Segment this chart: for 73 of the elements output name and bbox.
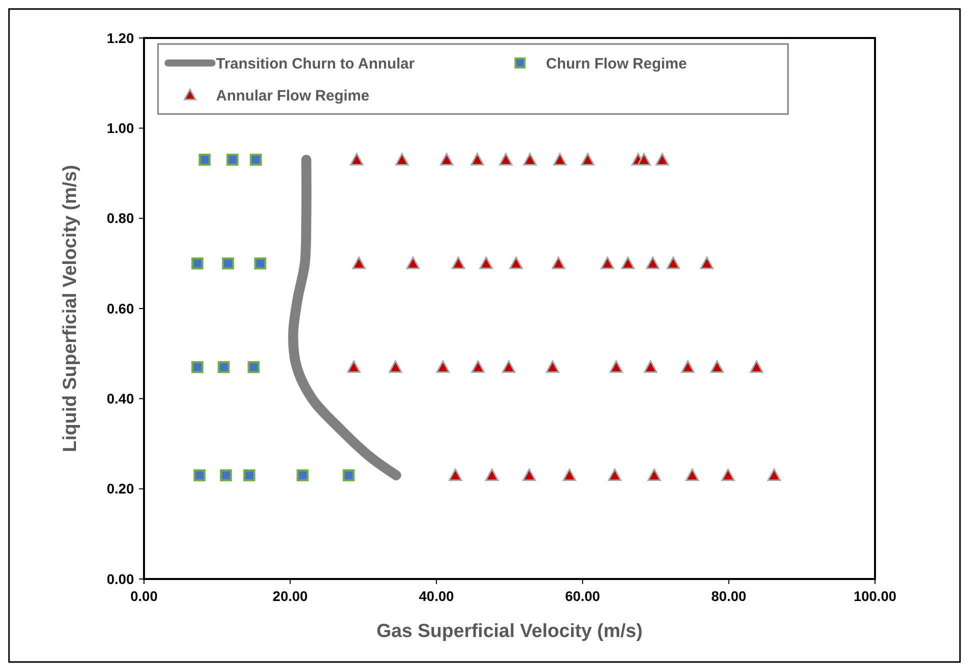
point bbox=[767, 468, 781, 482]
point bbox=[502, 360, 516, 373]
point bbox=[509, 256, 523, 270]
x-tick-label: 40.00 bbox=[418, 588, 454, 604]
point bbox=[644, 360, 658, 373]
point bbox=[440, 152, 454, 166]
point bbox=[552, 256, 566, 270]
point bbox=[471, 360, 485, 373]
point bbox=[666, 256, 680, 270]
point bbox=[222, 257, 234, 270]
point bbox=[350, 152, 364, 166]
point bbox=[194, 469, 206, 482]
x-axis-title: Gas Superficial Velocity (m/s) bbox=[376, 621, 643, 642]
point bbox=[296, 469, 309, 482]
point bbox=[522, 468, 536, 482]
point bbox=[686, 468, 699, 482]
legend-label: Transition Churn to Annular bbox=[216, 55, 415, 72]
x-tick-label: 100.00 bbox=[854, 588, 897, 604]
x-tick-label: 60.00 bbox=[565, 588, 600, 604]
point bbox=[436, 360, 450, 373]
y-tick-label: 1.00 bbox=[106, 120, 134, 136]
y-tick-label: 0.20 bbox=[106, 480, 134, 497]
y-tick-label: 1.20 bbox=[106, 30, 134, 46]
x-tick-label: 80.00 bbox=[711, 588, 747, 604]
y-axis-title: Liquid Superficial Velocity (m/s) bbox=[60, 164, 81, 452]
point bbox=[347, 360, 361, 373]
legend-label: Annular Flow Regime bbox=[216, 87, 370, 104]
point bbox=[621, 256, 635, 270]
point bbox=[248, 361, 260, 374]
y-tick-label: 0.00 bbox=[106, 570, 134, 587]
point bbox=[448, 468, 462, 482]
point bbox=[681, 360, 695, 373]
point bbox=[750, 360, 764, 373]
point bbox=[609, 360, 623, 373]
point bbox=[710, 360, 724, 373]
point bbox=[600, 256, 614, 270]
point bbox=[700, 256, 714, 270]
point bbox=[452, 256, 466, 270]
point bbox=[485, 468, 499, 482]
point bbox=[479, 256, 493, 270]
point bbox=[546, 360, 560, 373]
point bbox=[523, 152, 537, 166]
point bbox=[470, 152, 484, 166]
point bbox=[191, 257, 204, 270]
y-tick-label: 0.60 bbox=[106, 300, 134, 316]
point bbox=[198, 154, 211, 166]
point bbox=[656, 152, 670, 166]
point bbox=[562, 468, 576, 482]
point bbox=[352, 256, 366, 270]
x-tick-label: 20.00 bbox=[272, 588, 308, 604]
point bbox=[226, 154, 238, 166]
point bbox=[254, 257, 266, 270]
point bbox=[406, 256, 420, 270]
y-tick-label: 0.80 bbox=[106, 210, 134, 226]
point bbox=[646, 256, 660, 270]
point bbox=[580, 152, 594, 166]
point bbox=[218, 361, 230, 374]
point bbox=[191, 361, 204, 374]
point bbox=[721, 468, 735, 482]
point bbox=[647, 468, 661, 482]
point bbox=[553, 152, 567, 166]
point bbox=[499, 152, 513, 166]
point bbox=[608, 468, 622, 482]
point bbox=[243, 469, 256, 482]
legend-label: Churn Flow Regime bbox=[546, 55, 687, 72]
y-tick-label: 0.40 bbox=[106, 390, 134, 407]
point bbox=[342, 469, 355, 482]
point bbox=[250, 154, 262, 166]
x-tick-label: 0.00 bbox=[130, 588, 158, 604]
point bbox=[388, 360, 402, 373]
point bbox=[220, 469, 232, 482]
point bbox=[637, 152, 651, 166]
point bbox=[395, 152, 409, 166]
